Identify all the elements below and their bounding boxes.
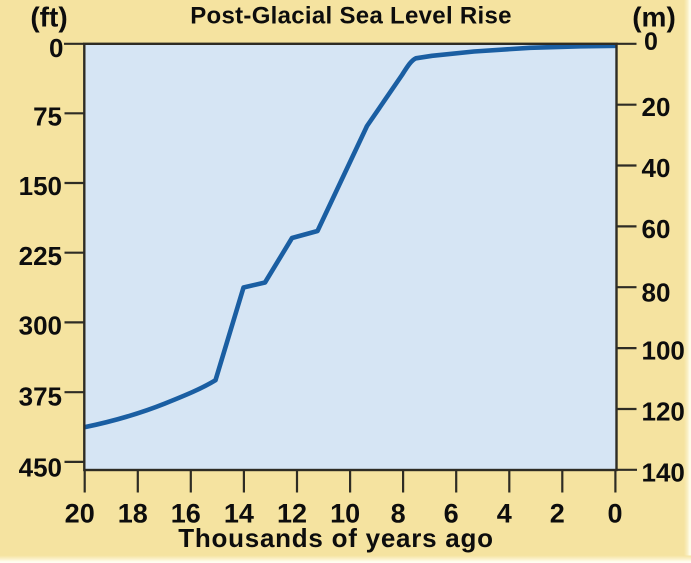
svg-text:150: 150 [19,171,62,201]
svg-text:40: 40 [642,153,671,183]
svg-text:18: 18 [118,498,148,528]
svg-text:0: 0 [644,28,658,56]
svg-text:20: 20 [65,498,95,528]
svg-text:(ft): (ft) [30,2,67,33]
svg-text:(m): (m) [632,2,676,33]
svg-text:Post-Glacial Sea Level Rise: Post-Glacial Sea Level Rise [190,3,512,30]
svg-text:300: 300 [19,311,62,341]
svg-text:75: 75 [33,101,62,131]
svg-text:8: 8 [391,498,406,528]
svg-text:4: 4 [497,498,512,528]
svg-text:Thousands of years ago: Thousands of years ago [178,523,494,553]
svg-text:6: 6 [444,498,459,528]
svg-text:120: 120 [642,397,685,427]
svg-text:14: 14 [224,498,254,528]
svg-text:60: 60 [642,214,671,244]
svg-text:140: 140 [642,457,685,487]
svg-text:0: 0 [49,33,63,63]
svg-text:16: 16 [171,498,201,528]
svg-text:100: 100 [642,336,685,366]
svg-text:375: 375 [19,382,62,412]
svg-text:450: 450 [19,453,62,483]
svg-text:2: 2 [550,498,565,528]
svg-text:10: 10 [330,498,360,528]
svg-text:0: 0 [607,498,622,528]
svg-text:80: 80 [642,278,671,308]
svg-text:12: 12 [277,498,307,528]
svg-text:20: 20 [642,92,671,122]
svg-text:225: 225 [19,241,62,271]
